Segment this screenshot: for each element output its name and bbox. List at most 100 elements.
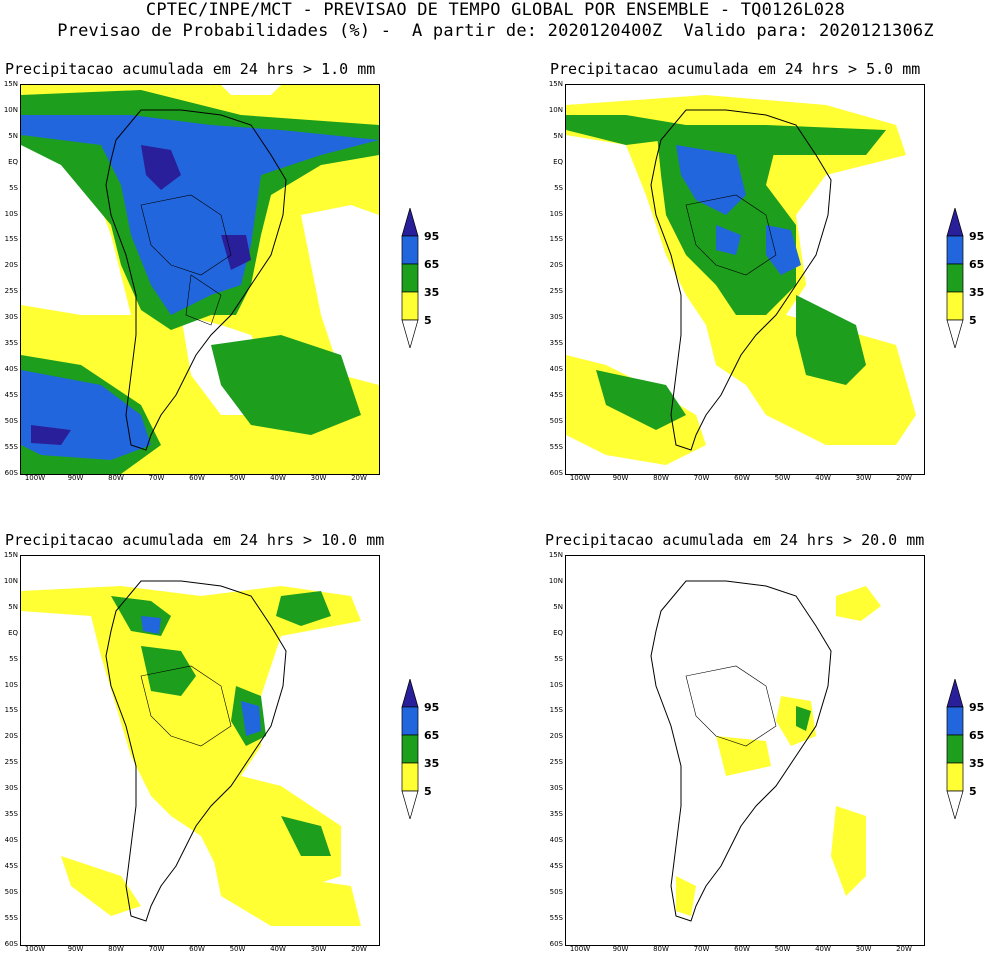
lat-tick-label: 60S — [549, 468, 563, 477]
lat-tick-label: 60S — [4, 468, 18, 477]
lat-tick-label: 30S — [4, 784, 18, 793]
lat-tick-label: 35S — [4, 339, 18, 347]
colorbar-label: 65 — [969, 258, 985, 271]
colorbar: 95 65 35 5 — [945, 677, 984, 821]
lat-tick-label: 15N — [3, 80, 18, 88]
colorbar-label: 65 — [424, 729, 440, 742]
lat-tick-label: 15N — [3, 551, 18, 559]
lat-tick-label: 5N — [8, 131, 18, 140]
panel-title: Precipitacao acumulada em 24 hrs > 20.0 … — [545, 531, 925, 549]
lat-tick-label: 20S — [549, 261, 563, 270]
lon-tick-label: 100W — [24, 945, 46, 953]
lat-tick-label: 5S — [554, 654, 563, 663]
colorbar-label: 95 — [424, 701, 440, 714]
lat-tick-label: 5S — [554, 183, 563, 192]
lat-tick-label: 10S — [4, 680, 18, 689]
lon-tick-label: 20W — [351, 945, 367, 953]
header-title: CPTEC/INPE/MCT - PREVISAO DE TEMPO GLOBA… — [145, 0, 846, 20]
colorbar-label: 5 — [969, 314, 977, 327]
lon-tick-label: 70W — [148, 945, 165, 953]
lon-tick-label: 50W — [774, 474, 791, 482]
colorbar: 95 65 35 5 — [945, 206, 984, 350]
lat-tick-label: 40S — [4, 835, 18, 844]
lat-tick-label: 20S — [549, 732, 563, 741]
lon-tick-label: 50W — [229, 474, 246, 482]
lat-tick-label: 50S — [4, 416, 18, 425]
lon-tick-label: 90W — [67, 474, 84, 482]
lat-tick-label: 40S — [4, 364, 18, 373]
colorbar-label: 5 — [424, 314, 432, 327]
lon-tick-label: 20W — [896, 474, 912, 482]
lon-tick-label: 50W — [229, 945, 246, 953]
lat-tick-label: EQ — [8, 628, 18, 637]
lon-tick-label: 80W — [653, 945, 669, 953]
lat-tick-label: 15S — [549, 235, 563, 244]
lon-tick-label: 30W — [855, 474, 872, 482]
lon-tick-label: 20W — [351, 474, 367, 482]
lat-tick-label: 60S — [4, 939, 18, 948]
lat-tick-label: 5N — [553, 131, 563, 140]
lat-tick-label: 20S — [4, 732, 18, 741]
lat-tick-label: 25S — [549, 758, 563, 767]
lon-tick-label: 90W — [67, 945, 84, 953]
lon-tick-label: 30W — [855, 945, 872, 953]
lat-tick-label: 20S — [4, 261, 18, 270]
lon-tick-label: 60W — [734, 945, 750, 953]
probability-map — [20, 555, 380, 946]
lat-tick-label: 10N — [3, 105, 18, 114]
lon-tick-label: 40W — [815, 945, 831, 953]
colorbar-label: 65 — [424, 258, 440, 271]
colorbar-label: 95 — [969, 230, 985, 243]
colorbar-label: 35 — [969, 757, 985, 770]
lon-tick-label: 100W — [569, 474, 591, 482]
lat-tick-label: 5N — [8, 602, 18, 611]
lat-tick-label: 10N — [548, 105, 563, 114]
lon-tick-label: 100W — [24, 474, 46, 482]
lat-tick-label: EQ — [553, 628, 563, 637]
lon-tick-label: 30W — [310, 945, 327, 953]
lat-tick-label: 55S — [4, 442, 18, 451]
lon-tick-label: 100W — [569, 945, 591, 953]
lat-tick-label: 50S — [549, 416, 563, 425]
colorbar: 95 65 35 5 — [400, 677, 439, 821]
probability-map — [565, 84, 925, 475]
lat-tick-label: EQ — [553, 157, 563, 166]
lat-tick-label: 45S — [4, 861, 18, 870]
lat-tick-label: 30S — [549, 313, 563, 322]
lat-tick-label: 25S — [549, 287, 563, 296]
panel-title: Precipitacao acumulada em 24 hrs > 5.0 m… — [550, 60, 921, 78]
lon-tick-label: 40W — [270, 945, 286, 953]
lon-tick-label: 60W — [189, 474, 205, 482]
lat-tick-label: EQ — [8, 157, 18, 166]
lat-tick-label: 15S — [4, 706, 18, 715]
lat-tick-label: 40S — [549, 835, 563, 844]
map-panel-20mm: Precipitacao acumulada em 24 hrs > 20.0 … — [545, 531, 991, 953]
lat-tick-label: 55S — [549, 442, 563, 451]
lat-tick-label: 30S — [4, 313, 18, 322]
lon-tick-label: 70W — [693, 474, 710, 482]
lon-tick-label: 90W — [612, 945, 629, 953]
colorbar: 95 65 35 5 — [400, 206, 439, 350]
lon-tick-label: 20W — [896, 945, 912, 953]
lon-tick-label: 40W — [270, 474, 286, 482]
lat-tick-label: 40S — [549, 364, 563, 373]
lat-tick-label: 5N — [553, 602, 563, 611]
lon-tick-label: 40W — [815, 474, 831, 482]
lon-tick-label: 80W — [653, 474, 669, 482]
colorbar-label: 65 — [969, 729, 985, 742]
lat-tick-label: 10S — [549, 209, 563, 218]
map-panel-10mm: Precipitacao acumulada em 24 hrs > 10.0 … — [0, 531, 470, 953]
lon-tick-label: 60W — [189, 945, 205, 953]
lat-tick-label: 30S — [549, 784, 563, 793]
lat-tick-label: 25S — [4, 287, 18, 296]
panel-title: Precipitacao acumulada em 24 hrs > 1.0 m… — [5, 60, 376, 78]
colorbar-label: 95 — [969, 701, 985, 714]
lon-tick-label: 80W — [108, 474, 124, 482]
panel-title: Precipitacao acumulada em 24 hrs > 10.0 … — [5, 531, 385, 549]
header-subtitle: Previsao de Probabilidades (%) - A parti… — [57, 21, 934, 41]
probability-map — [20, 84, 380, 475]
lat-tick-label: 5S — [9, 654, 18, 663]
lat-tick-label: 45S — [549, 861, 563, 870]
lon-tick-label: 70W — [693, 945, 710, 953]
lon-tick-label: 70W — [148, 474, 165, 482]
